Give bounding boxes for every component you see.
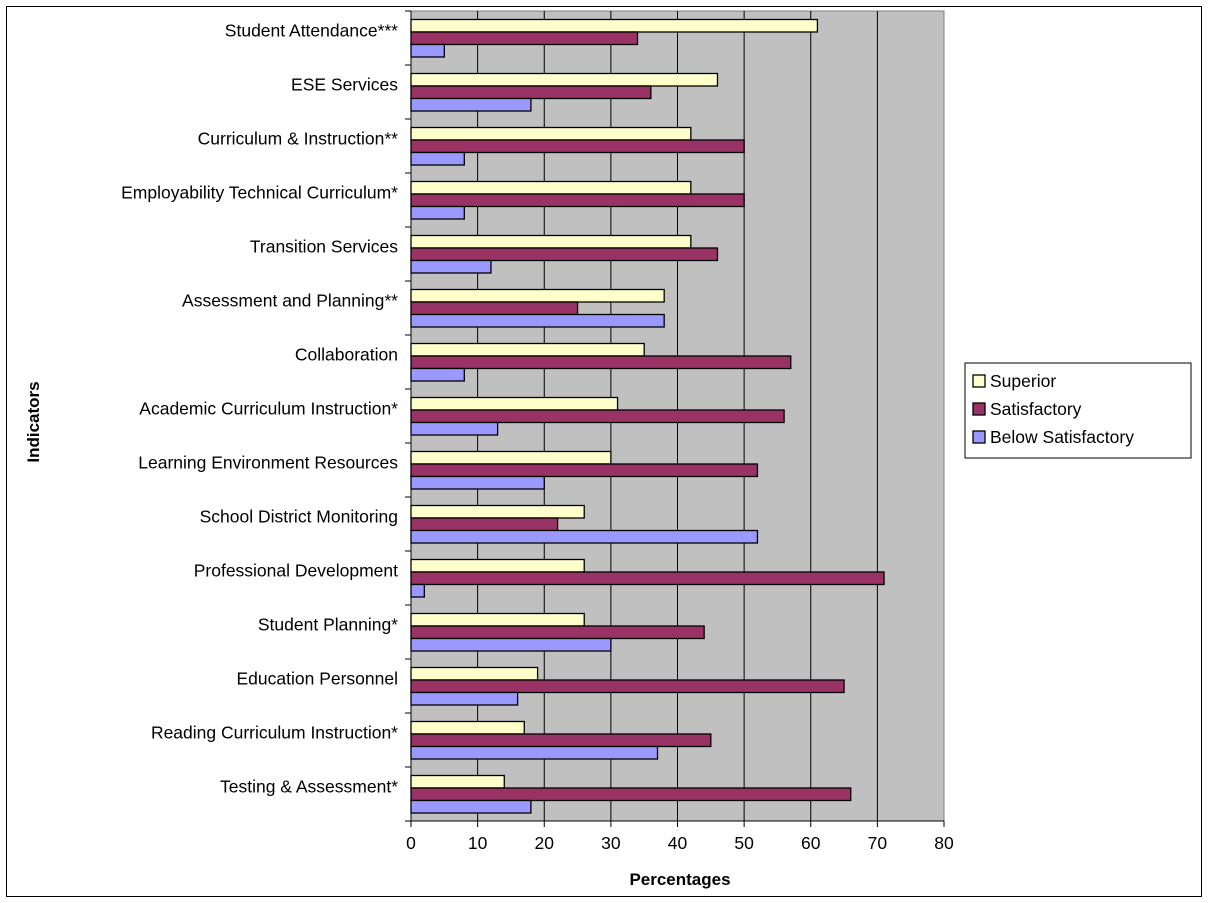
legend-swatch — [972, 402, 986, 416]
bar-satisfactory — [410, 301, 579, 316]
bar-below-satisfactory — [410, 97, 532, 112]
x-tick-label: 30 — [601, 833, 621, 853]
bar-below-satisfactory — [410, 367, 465, 382]
category-label: Student Attendance*** — [225, 21, 398, 41]
legend-swatch — [972, 374, 986, 388]
x-tick-label: 50 — [734, 833, 754, 853]
legend-label: Superior — [990, 371, 1056, 391]
bar-superior — [410, 774, 505, 789]
bar-satisfactory — [410, 247, 719, 262]
bar-superior — [410, 72, 719, 87]
bar-below-satisfactory — [410, 475, 545, 490]
x-tick-label: 60 — [801, 833, 821, 853]
category-label: Assessment and Planning** — [182, 291, 398, 311]
bar-superior — [410, 342, 645, 357]
bar-below-satisfactory — [410, 151, 465, 166]
x-tick-label: 40 — [668, 833, 688, 853]
bar-superior — [410, 234, 692, 249]
x-axis-title: Percentages — [629, 870, 730, 889]
bar-below-satisfactory — [410, 799, 532, 814]
category-label: Professional Development — [194, 561, 398, 581]
bar-satisfactory — [410, 787, 852, 802]
bar-superior — [410, 180, 692, 195]
chart-frame: Student Attendance*** ESE Services Curricu… — [6, 6, 1202, 897]
category-label: Learning Environment Resources — [138, 453, 398, 473]
bar-below-satisfactory — [410, 637, 612, 652]
category-label: Transition Services — [250, 237, 398, 257]
bar-below-satisfactory — [410, 745, 659, 760]
bar-below-satisfactory — [410, 205, 465, 220]
bar-superior — [410, 504, 585, 519]
bar-satisfactory — [410, 679, 845, 694]
bar-superior — [410, 666, 539, 681]
bar-superior — [410, 558, 585, 573]
bar-satisfactory — [410, 733, 712, 748]
x-tick-label: 10 — [468, 833, 488, 853]
bar-satisfactory — [410, 463, 759, 478]
category-label: Curriculum & Instruction** — [198, 129, 399, 149]
bar-satisfactory — [410, 85, 652, 100]
category-label: Academic Curriculum Instruction* — [139, 399, 398, 419]
bar-superior — [410, 396, 619, 411]
bar-below-satisfactory — [410, 529, 759, 544]
category-label: ESE Services — [291, 75, 398, 95]
bar-below-satisfactory — [410, 43, 445, 58]
category-label: Reading Curriculum Instruction* — [151, 723, 398, 743]
y-axis-title: Indicators — [24, 381, 43, 462]
bar-superior — [410, 720, 525, 735]
legend-swatch — [972, 430, 986, 444]
bar-superior — [410, 18, 819, 33]
bar-below-satisfactory — [410, 313, 665, 328]
bar-satisfactory — [410, 31, 639, 46]
category-label: Collaboration — [295, 345, 398, 365]
category-label: Employability Technical Curriculum* — [121, 183, 398, 203]
legend-label: Below Satisfactory — [990, 427, 1134, 447]
category-label: Education Personnel — [237, 669, 399, 689]
bar-satisfactory — [410, 409, 785, 424]
bar-below-satisfactory — [410, 583, 425, 598]
bar-satisfactory — [410, 355, 792, 370]
bar-below-satisfactory — [410, 259, 492, 274]
category-label: Student Planning* — [258, 615, 398, 635]
x-tick-label: 70 — [868, 833, 888, 853]
category-label: School District Monitoring — [200, 507, 398, 527]
category-label: Testing & Assessment* — [220, 777, 398, 797]
bars-group — [410, 18, 885, 814]
bar-satisfactory — [410, 571, 885, 586]
bar-satisfactory — [410, 517, 559, 532]
bar-satisfactory — [410, 625, 705, 640]
x-tick-label: 20 — [535, 833, 555, 853]
legend-box — [964, 362, 1192, 459]
legend: Superior Satisfactory Below Satisfactory — [964, 362, 1192, 459]
bar-below-satisfactory — [410, 421, 499, 436]
bar-superior — [410, 450, 612, 465]
bar-below-satisfactory — [410, 691, 519, 706]
bar-satisfactory — [410, 139, 745, 154]
legend-label: Satisfactory — [990, 399, 1082, 419]
bar-chart: Student Attendance*** ESE Services Curricu… — [24, 10, 1192, 889]
axes-group: Student Attendance*** ESE Services Curricu… — [121, 10, 954, 853]
x-tick-label: 0 — [406, 833, 416, 853]
x-tick-label: 80 — [934, 833, 954, 853]
bar-superior — [410, 612, 585, 627]
bar-superior — [410, 126, 692, 141]
bar-superior — [410, 288, 665, 303]
bar-satisfactory — [410, 193, 745, 208]
